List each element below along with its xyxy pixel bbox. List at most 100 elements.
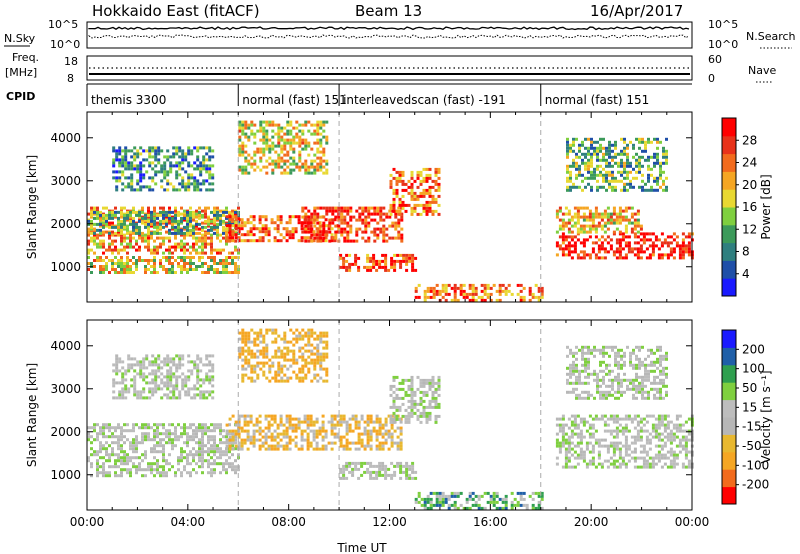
echo-cell xyxy=(366,259,370,263)
echo-cell xyxy=(313,218,317,222)
echo-cell xyxy=(108,271,111,274)
echo-cell xyxy=(570,230,574,234)
echo-cell xyxy=(181,378,185,382)
echo-cell xyxy=(121,182,125,186)
echo-cell xyxy=(114,465,117,469)
echo-cell xyxy=(265,138,269,142)
echo-cell xyxy=(330,447,334,451)
echo-cell xyxy=(576,453,580,457)
echo-cell xyxy=(303,221,307,225)
echo-cell xyxy=(349,215,353,219)
echo-cell xyxy=(447,292,451,296)
echo-cell xyxy=(274,379,278,383)
echo-cell xyxy=(645,247,649,251)
echo-cell xyxy=(346,224,350,228)
echo-cell xyxy=(519,494,523,498)
echo-cell xyxy=(216,456,219,460)
echo-cell xyxy=(138,219,141,223)
echo-cell xyxy=(579,250,583,254)
echo-cell xyxy=(135,471,138,475)
echo-cell xyxy=(133,152,137,156)
echo-cell xyxy=(163,176,167,180)
echo-cell xyxy=(271,120,275,124)
echo-cell xyxy=(237,432,241,436)
echo-cell xyxy=(375,438,379,442)
echo-cell xyxy=(384,420,388,424)
echo-cell xyxy=(564,247,568,251)
echo-cell xyxy=(626,161,629,165)
echo-cell xyxy=(250,355,254,359)
echo-cell xyxy=(465,506,469,510)
echo-cell xyxy=(208,378,212,382)
echo-cell xyxy=(381,447,385,451)
echo-cell xyxy=(294,429,298,433)
echo-cell xyxy=(307,129,311,133)
echo-cell xyxy=(268,379,272,383)
echo-cell xyxy=(180,233,183,237)
echo-cell xyxy=(159,210,162,214)
echo-cell xyxy=(135,441,138,445)
echo-cell xyxy=(165,471,168,475)
echo-cell xyxy=(279,432,283,436)
echo-cell xyxy=(300,435,304,439)
echo-cell xyxy=(292,126,296,130)
echo-cell xyxy=(193,179,197,183)
echo-cell xyxy=(319,376,323,380)
echo-cell xyxy=(310,162,314,166)
echo-cell xyxy=(397,206,401,210)
echo-cell xyxy=(124,378,128,382)
echo-cell xyxy=(177,213,180,217)
echo-cell xyxy=(621,218,625,222)
echo-cell xyxy=(189,453,192,457)
echo-cell xyxy=(139,360,143,364)
echo-cell xyxy=(277,144,281,148)
echo-cell xyxy=(286,352,290,356)
echo-cell xyxy=(253,340,257,344)
echo-cell xyxy=(322,224,326,228)
echo-cell xyxy=(310,132,314,136)
echo-cell xyxy=(168,210,171,214)
echo-cell xyxy=(102,462,105,466)
echo-cell xyxy=(136,155,140,159)
echo-cell xyxy=(572,161,575,165)
echo-cell xyxy=(531,491,535,495)
echo-cell xyxy=(316,162,320,166)
echo-cell xyxy=(204,221,207,225)
echo-cell xyxy=(111,268,114,271)
echo-cell xyxy=(283,147,287,151)
echo-cell xyxy=(662,149,665,153)
echo-cell xyxy=(603,221,607,225)
echo-cell xyxy=(280,135,284,139)
echo-cell xyxy=(112,164,116,168)
echo-cell xyxy=(434,179,438,183)
echo-cell xyxy=(117,230,120,234)
echo-cell xyxy=(274,132,278,136)
echo-cell xyxy=(150,447,153,451)
echo-cell xyxy=(157,369,161,373)
echo-cell xyxy=(345,441,349,445)
echo-cell xyxy=(126,262,129,265)
echo-cell xyxy=(174,221,177,225)
echo-cell xyxy=(199,357,203,361)
echo-cell xyxy=(231,414,235,418)
echo-cell xyxy=(228,465,231,469)
echo-cell xyxy=(181,182,185,186)
echo-cell xyxy=(219,271,222,274)
echo-cell xyxy=(144,225,147,229)
echo-cell xyxy=(584,185,587,189)
echo-cell xyxy=(681,238,685,242)
echo-cell xyxy=(205,158,209,162)
echo-cell xyxy=(142,360,146,364)
echo-cell xyxy=(315,441,319,445)
echo-cell xyxy=(213,435,216,439)
echo-cell xyxy=(626,176,629,180)
echo-cell xyxy=(681,253,685,257)
echo-cell xyxy=(312,221,316,225)
echo-cell xyxy=(419,384,423,388)
echo-cell xyxy=(241,120,245,124)
echo-cell xyxy=(121,381,125,385)
echo-cell xyxy=(301,346,305,350)
echo-cell xyxy=(662,152,665,156)
echo-cell xyxy=(558,224,562,228)
echo-cell xyxy=(102,444,105,448)
